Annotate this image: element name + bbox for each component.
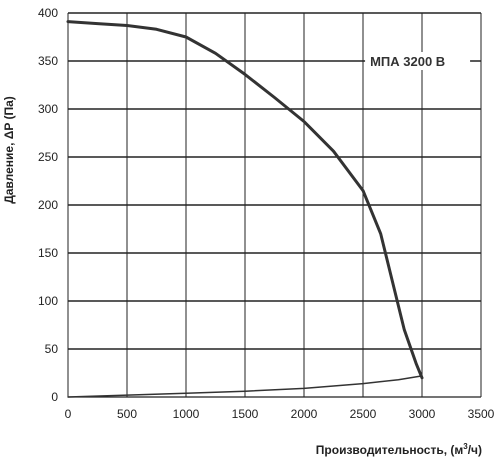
x-tick-label: 3500 — [468, 407, 495, 421]
y-tick-label: 200 — [38, 198, 58, 212]
series-group — [66, 20, 424, 398]
lower-curve — [67, 375, 423, 398]
y-tick-label: 100 — [38, 294, 58, 308]
y-tick-label: 350 — [38, 54, 58, 68]
y-tick-label: 300 — [38, 102, 58, 116]
y-tick-labels: 0 50 100 150 200 250 300 350 400 — [38, 6, 58, 404]
y-tick-label: 250 — [38, 150, 58, 164]
y-tick-label: 50 — [45, 342, 59, 356]
x-tick-label: 2000 — [291, 407, 318, 421]
x-tick-labels: 0 500 1000 1500 2000 2500 3000 3500 — [65, 407, 495, 421]
x-axis-label: Производительность, (м3/ч) — [316, 442, 482, 457]
y-tick-label: 150 — [38, 246, 58, 260]
grid — [67, 12, 482, 398]
series-label: МПА 3200 В — [370, 54, 445, 69]
x-axis-label-main: Производительность, (м — [316, 443, 464, 457]
y-tick-label: 0 — [51, 390, 58, 404]
y-axis-label: Давление, ΔP (Па) — [2, 96, 16, 204]
x-axis-label-suffix: /ч) — [468, 443, 482, 457]
x-tick-label: 2500 — [350, 407, 377, 421]
series-label-background — [365, 52, 471, 70]
x-tick-label: 3000 — [409, 407, 436, 421]
x-tick-label: 1500 — [232, 407, 259, 421]
x-tick-label: 0 — [65, 407, 72, 421]
x-tick-label: 500 — [117, 407, 137, 421]
y-tick-label: 400 — [38, 6, 58, 20]
pressure-curve — [66, 20, 424, 380]
x-tick-label: 1000 — [173, 407, 200, 421]
x-axis-label-superscript: 3 — [463, 442, 468, 451]
